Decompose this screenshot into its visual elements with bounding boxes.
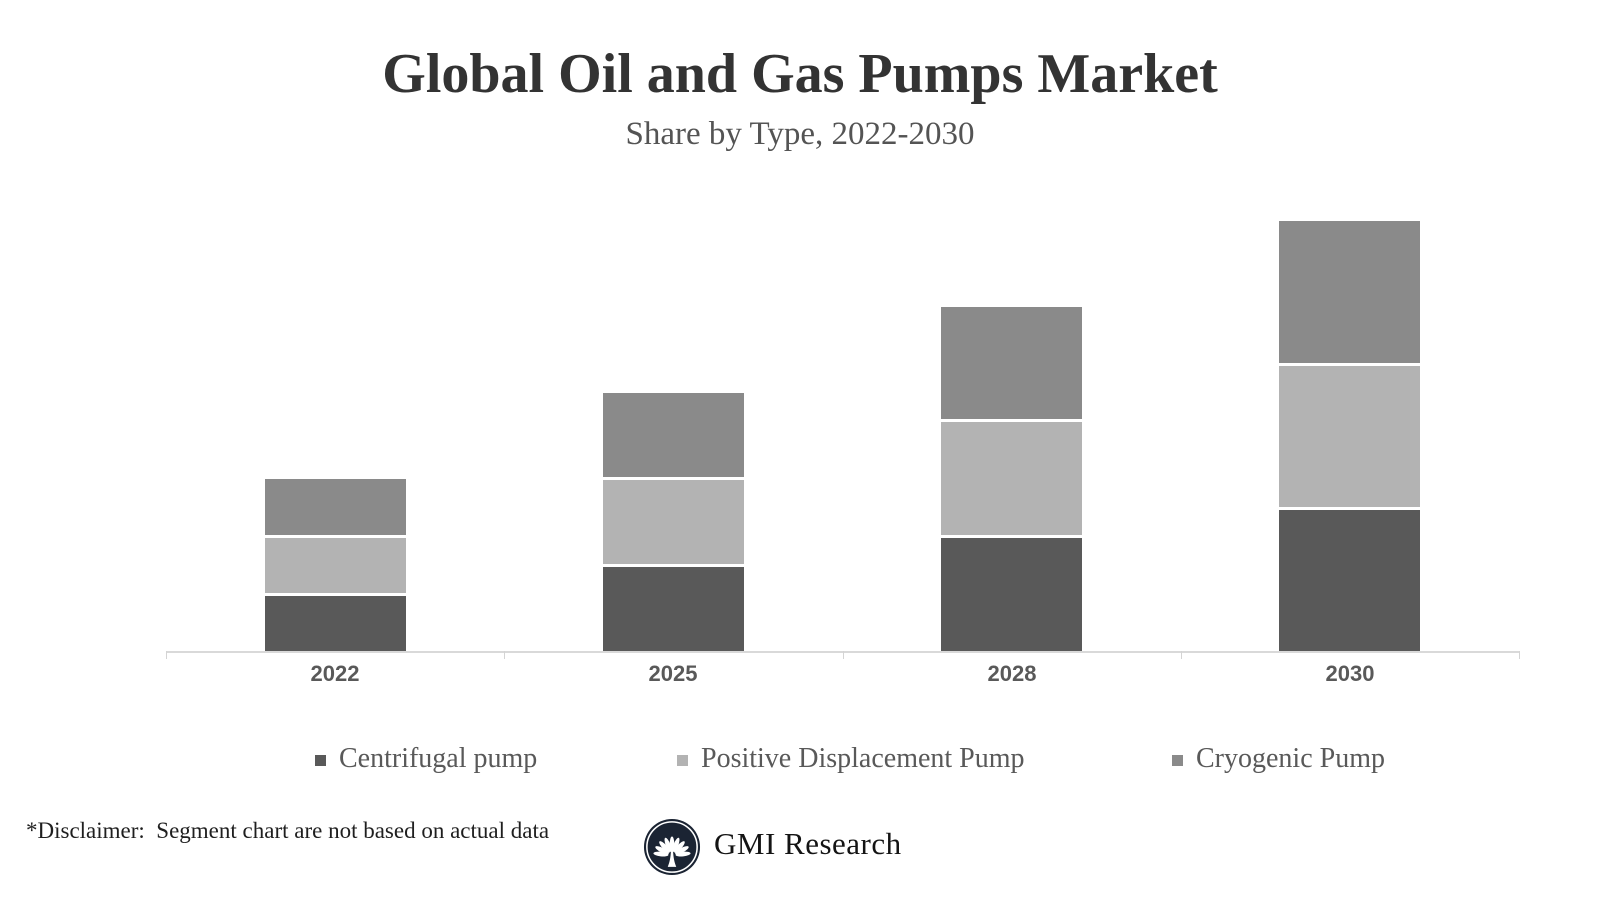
palm-tree-logo-icon (643, 818, 701, 876)
x-axis-label-2030: 2030 (1325, 661, 1375, 686)
legend-item-cryogenic-pump: Cryogenic Pump (1172, 742, 1385, 776)
legend-swatch-cryogenic-icon (1172, 754, 1183, 766)
legend-label: Cryogenic Pump (1196, 743, 1385, 774)
legend-label: Positive Displacement Pump (701, 743, 1025, 774)
bar-segment-2028-positive-displacement-pump (941, 422, 1082, 536)
bar-segment-2025-centrifugal-pump (603, 567, 744, 651)
bar-segment-2030-cryogenic-pump (1279, 221, 1420, 363)
chart-title: Global Oil and Gas Pumps Market (382, 43, 1218, 105)
bar-segment-2030-positive-displacement-pump (1279, 365, 1420, 507)
bar-column-2030 (1279, 221, 1420, 651)
bar-column-2028 (941, 306, 1082, 651)
bar-segment-2028-centrifugal-pump (941, 538, 1082, 651)
bar-segment-2028-cryogenic-pump (941, 306, 1082, 420)
legend-swatch-centrifugal-icon (315, 754, 326, 766)
legend-swatch-positive-displacement-icon (677, 754, 688, 766)
x-axis-line (166, 651, 1519, 653)
bar-segment-2022-centrifugal-pump (265, 595, 406, 651)
bar-segment-2022-positive-displacement-pump (265, 537, 406, 593)
disclaimer-text: *Disclaimer: Segment chart are not based… (26, 818, 550, 843)
x-axis-label-2025: 2025 (648, 661, 698, 686)
brand-name: GMI Research (714, 826, 902, 861)
bar-segment-2022-cryogenic-pump (265, 479, 406, 535)
x-axis-label-2028: 2028 (987, 661, 1037, 686)
x-axis-tick (504, 651, 505, 659)
legend-item-positive-displacement-pump: Positive Displacement Pump (677, 742, 1025, 776)
x-axis-tick (1519, 651, 1520, 659)
x-axis-tick (843, 651, 844, 659)
x-axis-tick (1181, 651, 1182, 659)
x-axis-label-2022: 2022 (310, 661, 360, 686)
bar-segment-2030-centrifugal-pump (1279, 509, 1420, 651)
x-axis-tick (166, 651, 167, 659)
legend-item-centrifugal-pump: Centrifugal pump (315, 742, 537, 776)
bar-column-2022 (265, 479, 406, 651)
chart-subtitle: Share by Type, 2022-2030 (625, 116, 975, 152)
bar-column-2025 (603, 393, 744, 651)
legend-label: Centrifugal pump (339, 743, 538, 774)
bar-segment-2025-positive-displacement-pump (603, 480, 744, 564)
bar-segment-2025-cryogenic-pump (603, 393, 744, 477)
